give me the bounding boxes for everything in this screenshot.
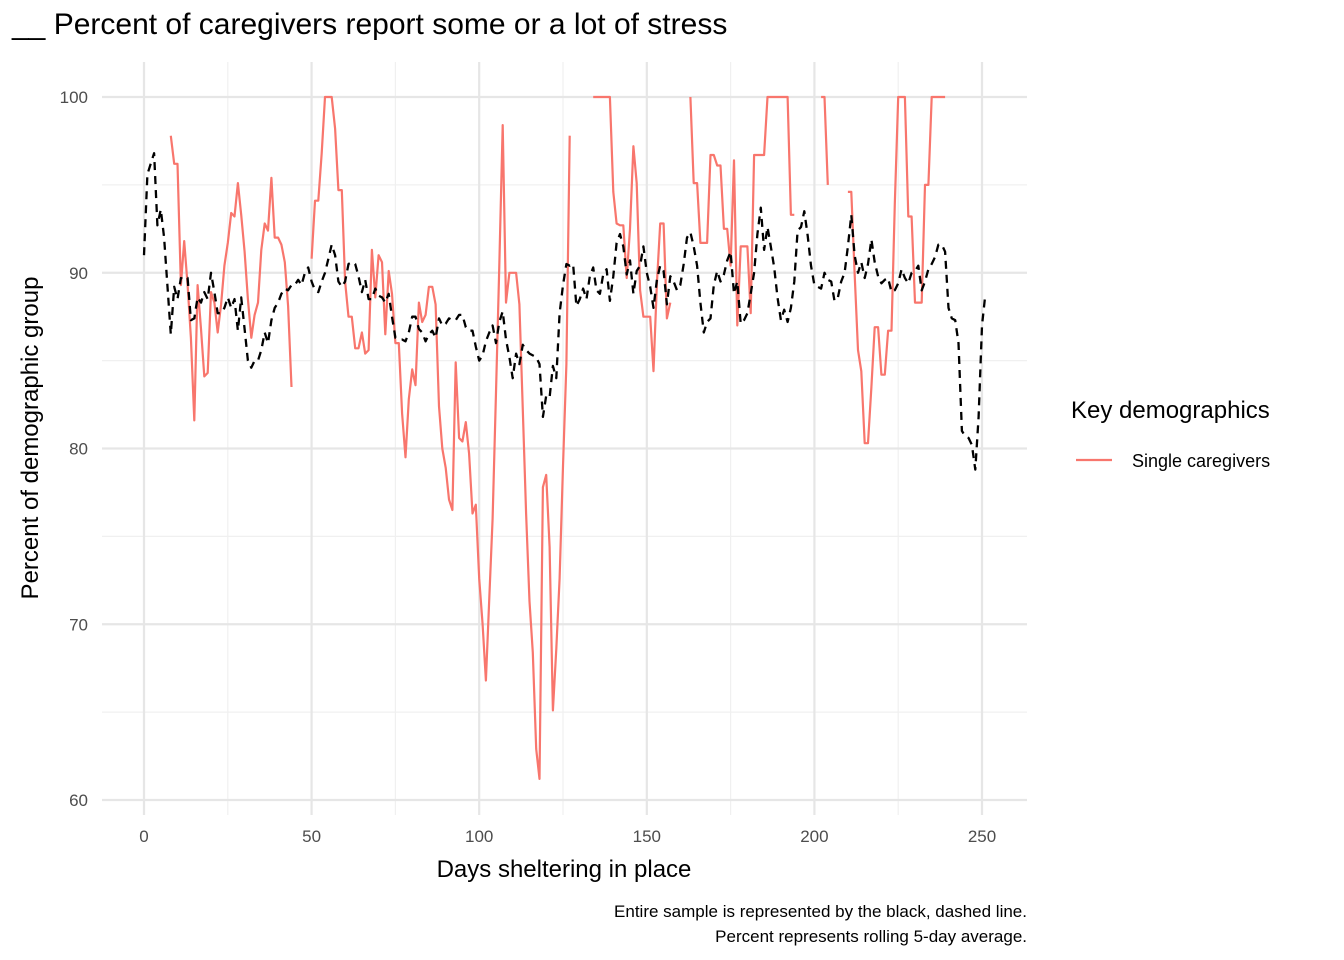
y-tick-label: 80: [69, 440, 88, 459]
y-tick-label: 100: [60, 88, 88, 107]
y-tick-label: 70: [69, 615, 88, 634]
legend-label-single-caregivers: Single caregivers: [1132, 451, 1270, 471]
caption-line-2: Percent represents rolling 5-day average…: [715, 927, 1027, 946]
series-line-single-caregivers: [310, 95, 571, 780]
x-axis-title: Days sheltering in place: [437, 856, 692, 883]
x-tick-label: 100: [465, 827, 493, 846]
chart-title: __ Percent of caregivers report some or …: [12, 8, 728, 41]
y-axis-title: Percent of demographic group: [17, 277, 44, 600]
x-tick-label: 250: [968, 827, 996, 846]
series-lines: [142, 95, 987, 780]
caption-line-1: Entire sample is represented by the blac…: [614, 902, 1027, 921]
x-tick-label: 150: [633, 827, 661, 846]
y-tick-label: 60: [69, 791, 88, 810]
x-tick-label: 50: [302, 827, 321, 846]
series-line-single-caregivers: [821, 95, 829, 185]
y-tick-labels: 60 70 80 90 100: [60, 88, 88, 810]
series-line-entire-sample: [142, 152, 987, 471]
y-tick-label: 90: [69, 264, 88, 283]
series-line-single-caregivers: [689, 95, 795, 327]
series-line-single-caregivers: [847, 95, 946, 445]
legend-title: Key demographics: [1071, 397, 1270, 424]
x-tick-labels: 0 50 100 150 200 250: [139, 827, 996, 846]
series-line-single-caregivers: [169, 135, 293, 422]
series-line-single-caregivers: [593, 95, 672, 373]
x-tick-label: 200: [800, 827, 828, 846]
x-tick-label: 0: [139, 827, 148, 846]
grid: [102, 62, 1027, 815]
